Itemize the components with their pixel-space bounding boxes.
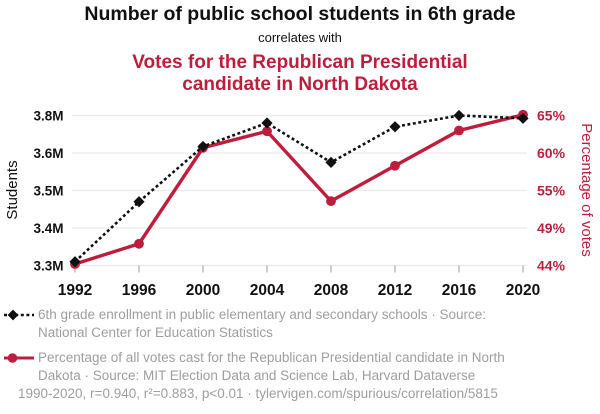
svg-text:65%: 65% (537, 107, 566, 123)
subtitle: correlates with (258, 30, 342, 45)
right-axis-title: Percentage of votes (578, 123, 595, 256)
svg-text:2000: 2000 (186, 282, 220, 299)
svg-text:55%: 55% (537, 182, 566, 198)
footer-note: 1990-2020, r=0.940, r²=0.883, p<0.01 · t… (18, 385, 498, 401)
legend-item-enrollment-label: 6th grade enrollment in public elementar… (38, 307, 486, 340)
data-series (69, 109, 529, 269)
svg-text:2020: 2020 (506, 282, 540, 299)
axis-tick-labels: 1992 1996 2000 2004 2008 2012 2016 2020 3.3M 3.4M… (33, 107, 565, 299)
svg-text:2008: 2008 (314, 282, 349, 299)
legend-item-enrollment: 6th grade enrollment in public elementar… (3, 306, 593, 341)
secondary-title-line-2: candidate in North Dakota (182, 73, 418, 95)
svg-text:3.6M: 3.6M (33, 146, 63, 161)
svg-text:1996: 1996 (122, 282, 157, 299)
legend-item-votes: Percentage of all votes cast for the Rep… (3, 349, 593, 384)
svg-text:49%: 49% (537, 220, 566, 236)
diamond-dashed-marker-icon (4, 309, 34, 321)
svg-text:3.3M: 3.3M (33, 258, 63, 273)
legend: 6th grade enrollment in public elementar… (3, 306, 593, 392)
svg-text:2016: 2016 (442, 282, 477, 299)
svg-text:3.4M: 3.4M (33, 221, 63, 236)
svg-text:2004: 2004 (250, 282, 285, 299)
svg-text:3.8M: 3.8M (33, 108, 63, 123)
circle-solid-marker-icon (4, 353, 34, 363)
axis-ticks (74, 265, 524, 273)
secondary-title: Votes for the Republican Presidential ca… (0, 52, 600, 95)
svg-text:3.5M: 3.5M (33, 183, 63, 198)
left-axis-title: Students (4, 160, 21, 219)
svg-text:2012: 2012 (378, 282, 412, 299)
svg-text:1992: 1992 (58, 282, 92, 299)
secondary-title-line-1: Votes for the Republican Presidential (132, 52, 468, 73)
legend-item-votes-label: Percentage of all votes cast for the Rep… (38, 350, 505, 383)
page-title: Number of public school students in 6th … (84, 3, 516, 25)
svg-text:44%: 44% (537, 257, 566, 273)
svg-text:60%: 60% (537, 145, 566, 161)
